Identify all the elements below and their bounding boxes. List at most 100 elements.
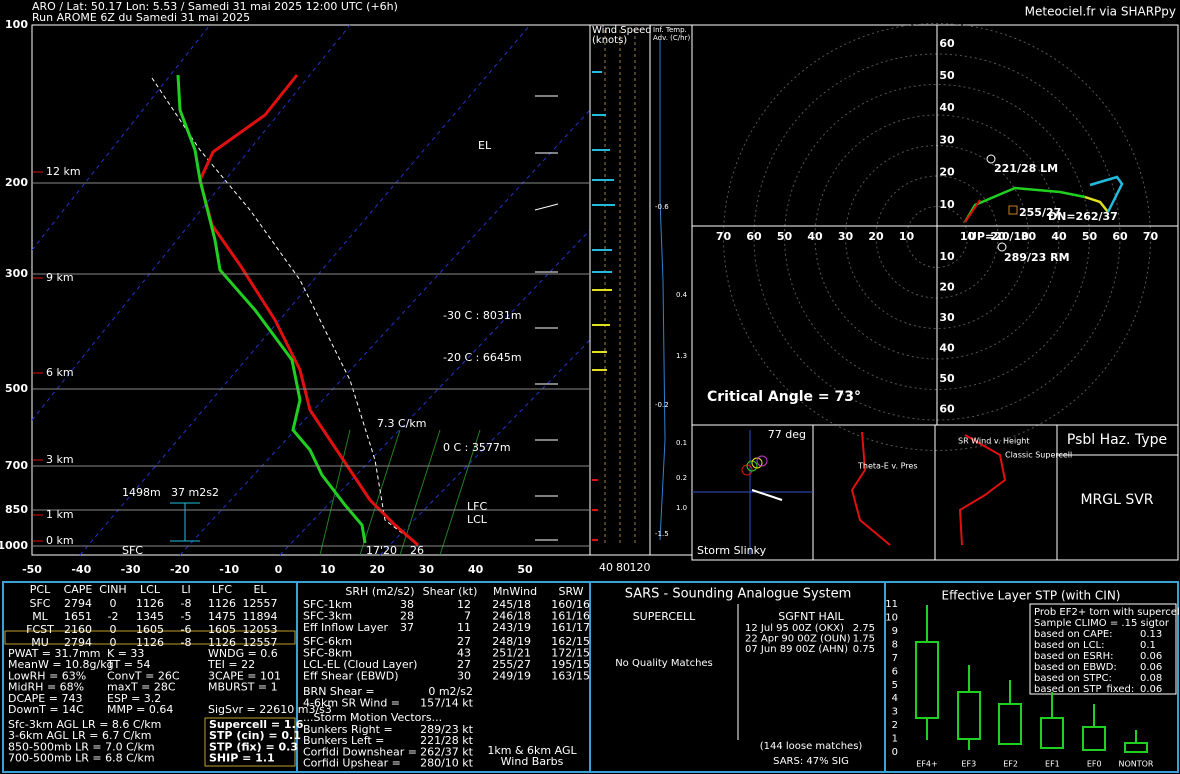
skewt-annotation: -30 C : 8031m	[443, 309, 522, 322]
source: Meteociel.fr via SHARPpy	[1025, 5, 1176, 19]
thermo-cell: 12557	[243, 636, 278, 649]
stp-category: EF3	[961, 760, 976, 769]
hazard-frame	[1056, 424, 1179, 561]
temp-label: -20	[170, 563, 190, 576]
index: TEI = 22	[207, 658, 255, 671]
thermo-cell: ML	[32, 610, 48, 623]
hodo-ring-label: 10	[899, 230, 915, 243]
composite: Supercell = 1.6	[209, 718, 304, 731]
prob-value: 0.06	[1140, 662, 1162, 673]
stp-ytick: 9	[892, 626, 898, 637]
thermo-cell: -2	[108, 610, 119, 623]
index: K = 33	[107, 647, 144, 660]
hodo-ring	[723, 23, 1151, 451]
stp-category: EF2	[1003, 760, 1018, 769]
storm-vector: 262/37 kt	[420, 745, 474, 758]
temp-label: 50	[517, 563, 533, 576]
hodo-rm: 289/23 RM	[1004, 251, 1070, 264]
critical-angle: Critical Angle = 73°	[707, 389, 861, 405]
kin-header: SRW	[558, 585, 583, 598]
kin-cell: 172/15	[551, 647, 590, 660]
stp-ytick: 2	[892, 720, 898, 731]
slinky-circles	[741, 455, 768, 476]
hazard-value: MRGL SVR	[1080, 492, 1153, 508]
kin-cell: 28	[400, 610, 414, 623]
temp-label: -10	[219, 563, 239, 576]
sars-title: SARS - Sounding Analogue System	[625, 587, 852, 602]
pressure-label: 200	[5, 176, 28, 189]
temp-label: 20	[369, 563, 385, 576]
prob-label: based on ESRH:	[1034, 651, 1114, 662]
height-label: 3 km	[46, 453, 74, 466]
stp-ytick: 5	[892, 680, 898, 691]
hodo-ring-label: 40	[807, 230, 823, 243]
adv-label: 0.2	[676, 474, 687, 482]
thermo-header: EL	[253, 583, 267, 596]
thermo-cell: -5	[181, 610, 192, 623]
adv-label: 1.3	[676, 352, 687, 360]
wind-scale: 80	[616, 561, 630, 574]
thermo-cell: FCST	[26, 623, 54, 636]
temp-label: 40	[468, 563, 484, 576]
slinky-vector	[751, 489, 783, 501]
slinky-title: Storm Slinky	[697, 544, 767, 557]
kin-cell: 27	[457, 658, 471, 671]
wind-scale: 120	[630, 561, 651, 574]
temp-label: 10	[320, 563, 336, 576]
index: TT = 54	[106, 658, 150, 671]
thermo-cell: 1605	[208, 623, 236, 636]
index: WNDG = 0.6	[208, 647, 278, 660]
thermo-cell: 11894	[243, 610, 278, 623]
height-label: 0 km	[46, 534, 74, 547]
hodo-ring-label: 40	[939, 342, 955, 355]
kin-cell: SFC-1km	[303, 598, 352, 611]
lm-marker	[986, 154, 996, 164]
lapse-rate: 850-500mb LR = 7.0 C/km	[8, 740, 155, 753]
prob-title: Prob EF2+ torn with supercell	[1034, 607, 1180, 618]
thermo-cell: 0	[110, 623, 117, 636]
temp-label: -30	[121, 563, 141, 576]
adv-title: Inf. Temp.	[653, 26, 687, 34]
hail-match: 12 Jul 95 00Z (OKX)	[745, 623, 844, 634]
stp-category: EF1	[1045, 760, 1060, 769]
storm-title: ...Storm Motion Vectors...	[303, 711, 442, 724]
hodo-ring-label: 50	[939, 372, 955, 385]
kin-cell: 37	[400, 621, 414, 634]
thermo-header: CAPE	[64, 583, 93, 596]
adv-label: -1.5	[655, 530, 669, 538]
sars-supercell: SUPERCELL	[633, 610, 696, 623]
sars-loose: (144 loose matches)	[760, 741, 863, 752]
hail-match: 22 Apr 90 00Z (OUN)	[745, 634, 851, 645]
thermo-header: PCL	[30, 583, 51, 596]
stp-title: Effective Layer STP (with CIN)	[942, 589, 1121, 603]
adv-label: 0.1	[676, 439, 687, 447]
temperature-profile	[198, 74, 419, 547]
adv-label: -0.2	[655, 401, 669, 409]
index: ESP = 3.2	[107, 692, 161, 705]
thermo-cell: 1126	[136, 636, 164, 649]
index: DCAPE = 743	[8, 692, 82, 705]
thermo-cell: 2160	[64, 623, 92, 636]
hodo-ring-label: 40	[1051, 230, 1067, 243]
sars-hail: SGFNT HAIL	[778, 610, 844, 623]
stp-ytick: 4	[892, 693, 898, 704]
hodo-ring-label: 50	[939, 69, 955, 82]
stp-ytick: 11	[885, 599, 898, 610]
stp-ytick: 6	[892, 666, 898, 677]
kin-cell: Eff Inflow Layer	[303, 621, 389, 634]
thermo-cell: 1605	[136, 623, 164, 636]
thermo-cell: 1126	[208, 597, 236, 610]
hodo-ring-label: 10	[939, 250, 955, 263]
thermo-cell: 1126	[208, 636, 236, 649]
kin-cell: SFC-6km	[303, 635, 352, 648]
stp-ytick: 7	[892, 653, 898, 664]
hail-match: 07 Jun 89 00Z (AHN)	[745, 644, 848, 655]
kin-cell: 38	[400, 598, 414, 611]
kin-cell: SFC-3km	[303, 610, 352, 623]
thermo-cell: 1651	[64, 610, 92, 623]
temp-label: 0	[275, 563, 283, 576]
stp-boxplots	[915, 605, 1148, 753]
hodo-ring-label: 70	[716, 230, 732, 243]
stp-ytick: 0	[892, 747, 898, 758]
kin-cell: 11	[457, 621, 471, 634]
